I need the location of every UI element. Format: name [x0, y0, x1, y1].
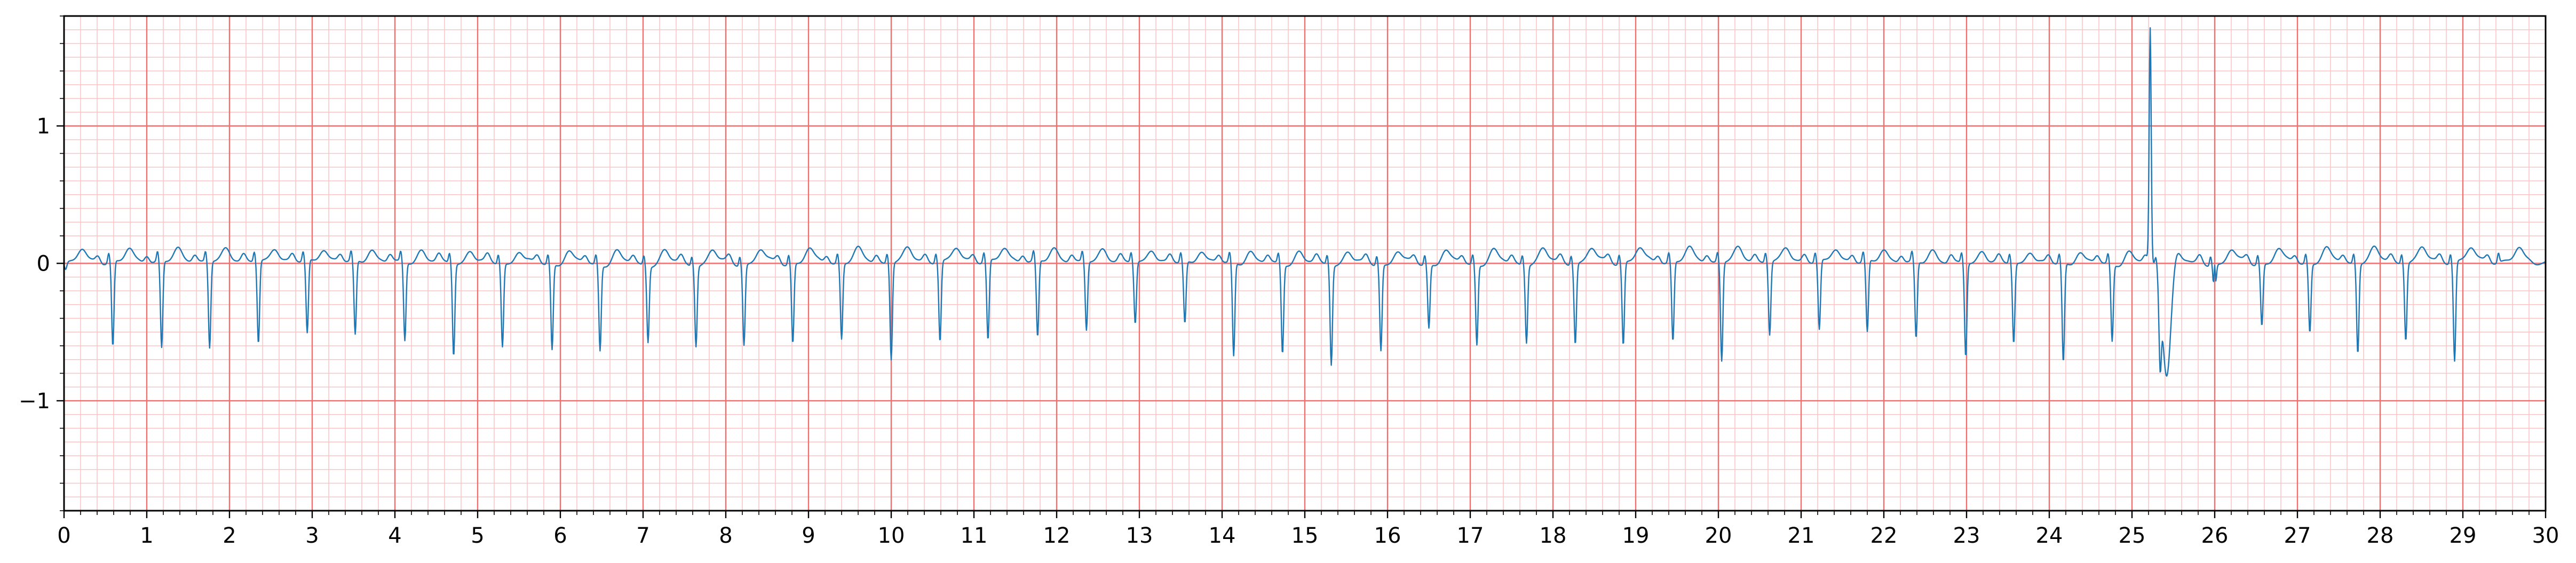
x-tick-label: 9	[802, 524, 815, 548]
x-tick-label: 20	[1705, 524, 1732, 548]
x-tick-label: 7	[636, 524, 649, 548]
x-tick-label: 15	[1291, 524, 1319, 548]
x-tick-label: 14	[1209, 524, 1236, 548]
x-tick-label: 4	[388, 524, 401, 548]
major-grid	[63, 16, 2547, 511]
x-tick-label: 27	[2284, 524, 2311, 548]
x-tick-label: 0	[57, 524, 70, 548]
x-tick-label: 10	[878, 524, 905, 548]
x-tick-label: 23	[1953, 524, 1980, 548]
x-tick-label: 16	[1374, 524, 1401, 548]
x-tick-label: 17	[1457, 524, 1484, 548]
x-tick-label: 30	[2532, 524, 2559, 548]
x-tick-label: 3	[305, 524, 319, 548]
x-axis-ticks: 0 1 2 3 4 5 6 7 8 9 10 11 12 13 14 15 16 17 18 19 20 21 22 23 24…	[57, 511, 2559, 548]
x-tick-label: 28	[2367, 524, 2394, 548]
ecg-series-line	[63, 27, 2546, 377]
x-tick-label: 2	[223, 524, 236, 548]
x-tick-label: 6	[553, 524, 567, 548]
y-axis-ticks: −1 0 1	[19, 15, 64, 511]
x-tick-label: 11	[961, 524, 988, 548]
y-tick-label: 1	[37, 114, 50, 139]
x-tick-label: 24	[2036, 524, 2063, 548]
x-tick-label: 5	[471, 524, 484, 548]
y-tick-label: 0	[37, 252, 50, 276]
x-tick-label: 26	[2201, 524, 2229, 548]
x-tick-label: 29	[2450, 524, 2477, 548]
x-tick-label: 18	[1540, 524, 1567, 548]
y-tick-label: −1	[19, 389, 50, 414]
x-tick-label: 25	[2119, 524, 2146, 548]
x-tick-label: 22	[1870, 524, 1898, 548]
x-tick-label: 1	[140, 524, 153, 548]
x-tick-label: 21	[1788, 524, 1815, 548]
x-tick-label: 19	[1622, 524, 1650, 548]
x-tick-label: 13	[1126, 524, 1153, 548]
x-tick-label: 12	[1043, 524, 1071, 548]
x-tick-label: 8	[719, 524, 732, 548]
